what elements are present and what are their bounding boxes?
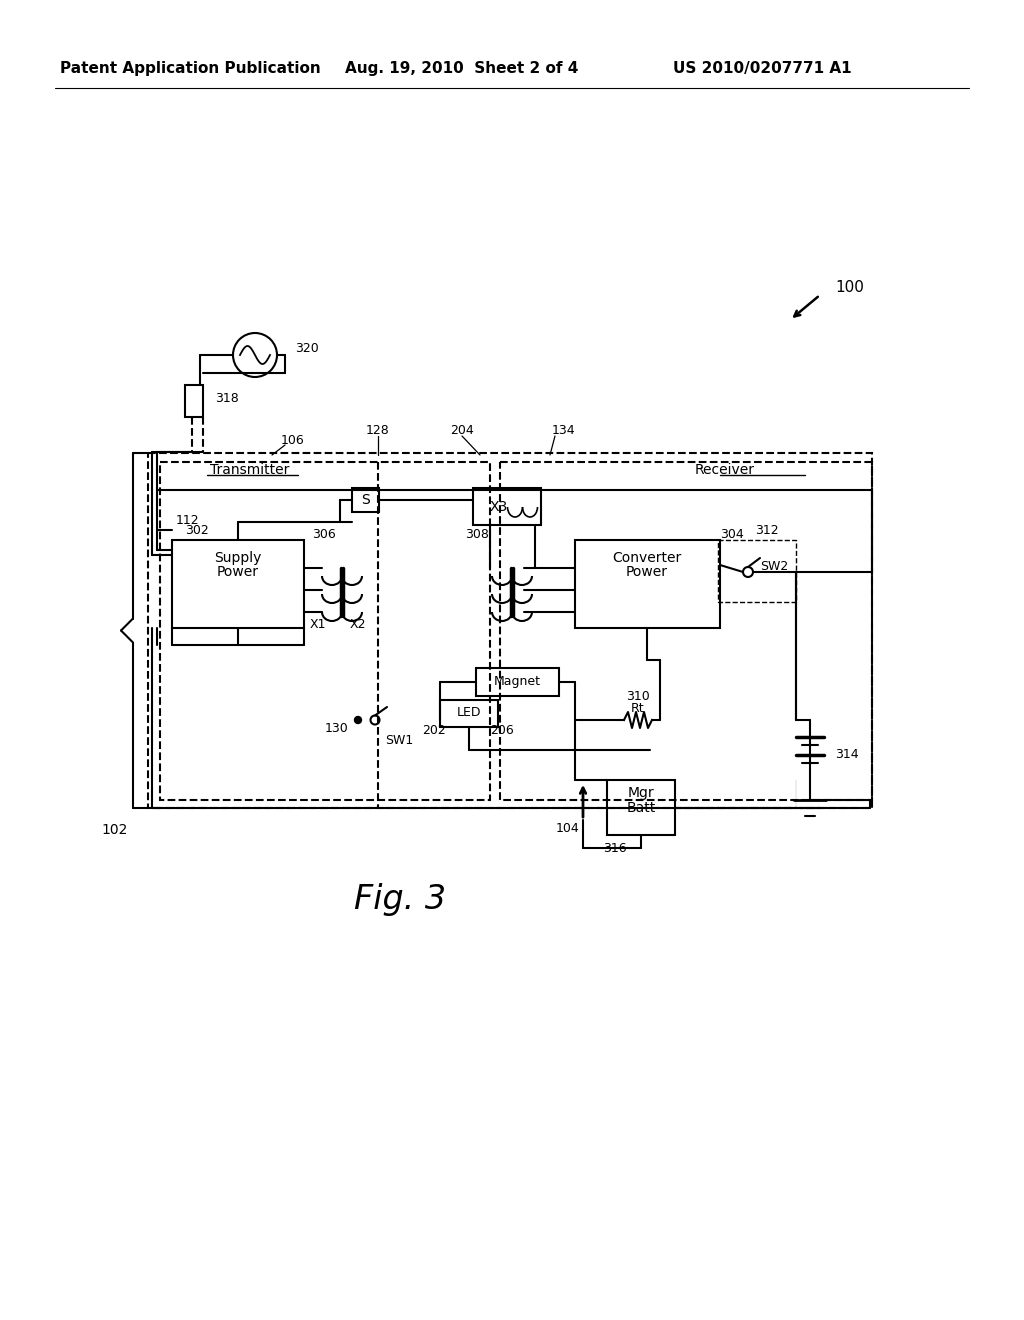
Text: X2: X2: [350, 619, 367, 631]
Bar: [476, 668, 559, 696]
Bar: [440, 700, 498, 727]
Text: 206: 206: [490, 723, 514, 737]
Text: 310: 310: [626, 689, 650, 702]
Text: Power: Power: [626, 565, 668, 579]
Text: SW2: SW2: [760, 561, 788, 573]
Text: Supply: Supply: [214, 550, 262, 565]
Text: Magnet: Magnet: [494, 676, 541, 689]
Text: 100: 100: [835, 281, 864, 296]
Text: 318: 318: [215, 392, 239, 404]
Text: 304: 304: [720, 528, 743, 541]
Text: Transmitter: Transmitter: [210, 463, 290, 477]
Text: Fig. 3: Fig. 3: [354, 883, 446, 916]
Text: Receiver: Receiver: [695, 463, 755, 477]
Text: 302: 302: [185, 524, 209, 536]
Text: 104: 104: [556, 821, 580, 834]
Text: 202: 202: [422, 723, 445, 737]
Text: Patent Application Publication: Patent Application Publication: [59, 61, 321, 75]
Text: 204: 204: [451, 424, 474, 437]
Text: 316: 316: [603, 842, 627, 854]
Text: Mgr: Mgr: [628, 785, 654, 800]
Text: SW1: SW1: [385, 734, 414, 747]
Text: Power: Power: [217, 565, 259, 579]
Bar: [148, 453, 872, 808]
Text: X3: X3: [490, 500, 508, 513]
Bar: [500, 462, 872, 800]
Text: 320: 320: [295, 342, 318, 355]
Text: Aug. 19, 2010  Sheet 2 of 4: Aug. 19, 2010 Sheet 2 of 4: [345, 61, 579, 75]
Bar: [352, 488, 379, 512]
Text: 306: 306: [312, 528, 336, 541]
Bar: [575, 540, 720, 628]
Bar: [160, 462, 490, 800]
Text: 134: 134: [551, 424, 574, 437]
Text: Rt: Rt: [631, 701, 645, 714]
Text: S: S: [360, 492, 370, 507]
Text: 102: 102: [101, 822, 128, 837]
Circle shape: [354, 717, 361, 723]
Bar: [718, 540, 796, 602]
Text: Converter: Converter: [612, 550, 682, 565]
Text: 112: 112: [175, 513, 199, 527]
Text: US 2010/0207771 A1: US 2010/0207771 A1: [673, 61, 851, 75]
Bar: [473, 488, 541, 525]
Text: LED: LED: [457, 706, 481, 719]
Bar: [185, 385, 203, 417]
Bar: [607, 780, 675, 836]
Text: 130: 130: [325, 722, 348, 734]
Text: 308: 308: [465, 528, 488, 541]
Bar: [172, 540, 304, 628]
Text: 128: 128: [367, 424, 390, 437]
Text: 312: 312: [755, 524, 778, 536]
Text: Batt: Batt: [627, 801, 655, 814]
Text: 314: 314: [835, 748, 859, 762]
Text: 106: 106: [282, 433, 305, 446]
Text: X1: X1: [309, 619, 327, 631]
